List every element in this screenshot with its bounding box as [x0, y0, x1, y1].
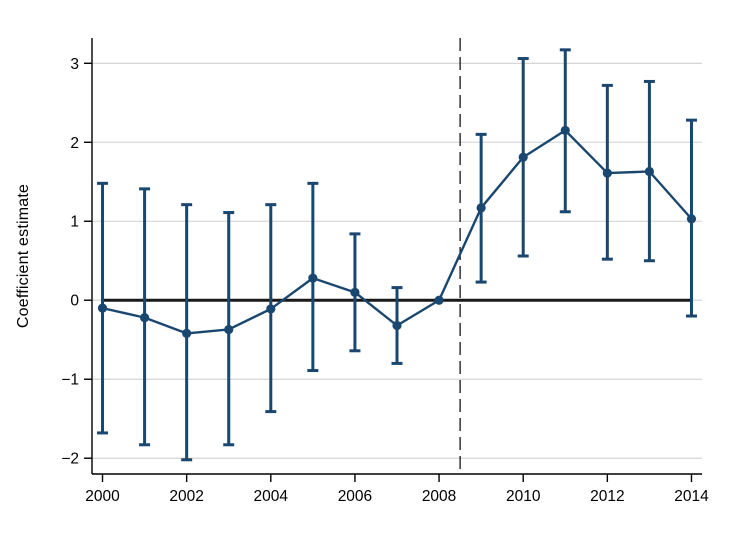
estimate-marker [182, 328, 192, 339]
estimate-marker [392, 320, 402, 331]
estimate-marker [560, 125, 570, 136]
estimate-marker [518, 152, 528, 162]
x-tick-label: 2012 [590, 488, 624, 505]
estimate-marker [139, 313, 150, 323]
x-tick-label: 2004 [254, 488, 289, 505]
estimate-marker [476, 203, 486, 213]
x-tick-label: 2014 [674, 488, 709, 505]
y-axis-title: Coefficient estimate [15, 183, 32, 329]
estimate-marker [644, 166, 655, 177]
estimate-marker [266, 304, 276, 314]
estimate-marker [97, 303, 108, 313]
x-tick-label: 2010 [506, 488, 541, 505]
x-tick-label: 2006 [338, 488, 372, 505]
estimate-marker [602, 168, 612, 178]
y-tick-label: −1 [61, 372, 79, 389]
estimate-marker [686, 214, 697, 224]
estimate-marker [350, 287, 360, 297]
x-tick-label: 2002 [169, 488, 203, 505]
estimate-marker [434, 295, 444, 305]
estimate-marker [308, 273, 318, 283]
y-tick-label: 3 [70, 56, 79, 73]
x-tick-label: 2008 [422, 488, 456, 505]
y-tick-label: −2 [61, 451, 79, 468]
y-tick-label: 0 [70, 293, 79, 310]
y-tick-label: 2 [70, 135, 79, 152]
estimate-marker [224, 324, 234, 335]
y-tick-label: 1 [70, 214, 79, 231]
x-tick-label: 2000 [85, 488, 120, 505]
